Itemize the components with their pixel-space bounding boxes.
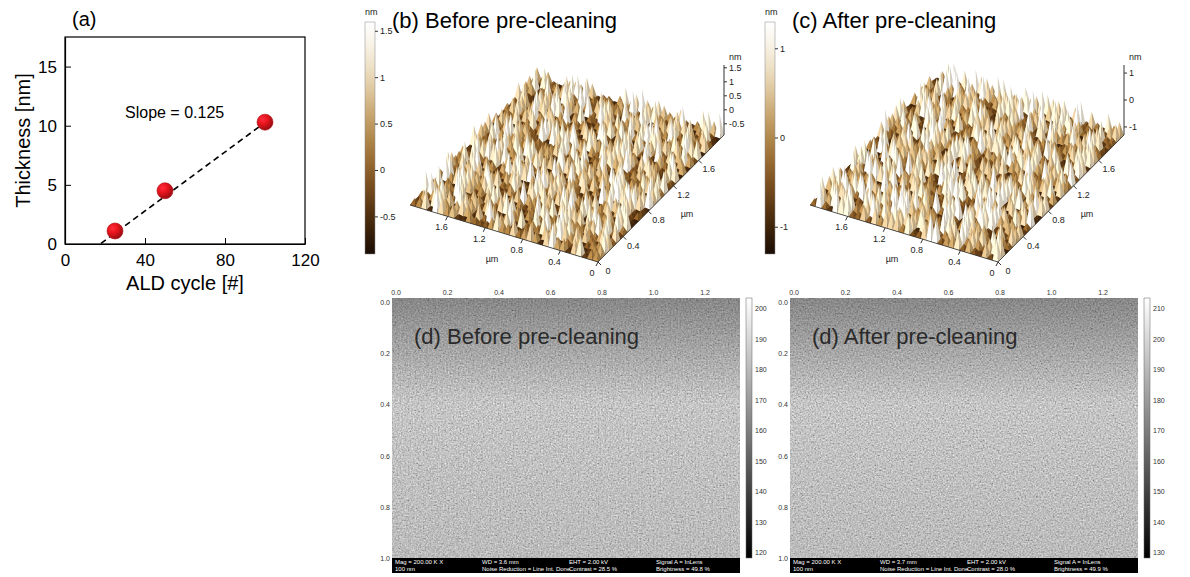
colorbar-tick-label: 0 [380,165,385,175]
annotation: Slope = 0.125 [125,104,224,121]
y-tick-label: 10 [38,117,57,136]
fit-line [101,121,267,243]
x-tick-label: 0 [61,251,70,270]
colorbar-tick-label: 0.5 [380,119,393,129]
panel-a: 0 40 80 120 0 5 10 15 ALD cycle [#] Thickness [nm… [12,8,320,294]
x-tick: 40 [136,238,155,270]
figure: 04080120051015ALD cycle [#]Thickness [nm… [0,0,1190,577]
y-tick-label: 0 [48,235,57,254]
plot-frame [65,37,305,244]
x-axis: 0 40 80 120 [61,238,320,270]
data-point [257,114,273,130]
x-axis-title: ALD cycle [#] [126,272,244,294]
colorbar-tick-label: 1 [380,73,385,83]
afm-panel: 1.510.50-0.5nm(b) Before pre-cleaning000… [365,7,745,278]
x-tick: 80 [216,238,235,270]
x-tick: 120 [291,238,319,270]
colorbar-tick-label: -0.5 [380,212,396,222]
colorbar [365,22,375,254]
afm-surface [410,67,724,262]
data-point [107,223,123,239]
panel-label: (a) [72,8,96,30]
x-tick-label: 40 [136,251,155,270]
y-axis: 0 5 10 15 [38,38,71,254]
colorbar-tick-label: 1.5 [380,26,393,36]
data-point [157,183,173,199]
plot-marks [101,114,273,243]
x-tick-label: 120 [291,251,319,270]
y-tick: 5 [48,176,71,195]
x-tick-label: 80 [216,251,235,270]
colorbar-unit: nm [365,7,378,17]
y-tick-label: 5 [48,176,57,195]
panel-title: (b) Before pre-cleaning [392,8,617,33]
y-tick-label: 15 [38,58,57,77]
y-axis-title: Thickness [nm] [12,73,34,207]
